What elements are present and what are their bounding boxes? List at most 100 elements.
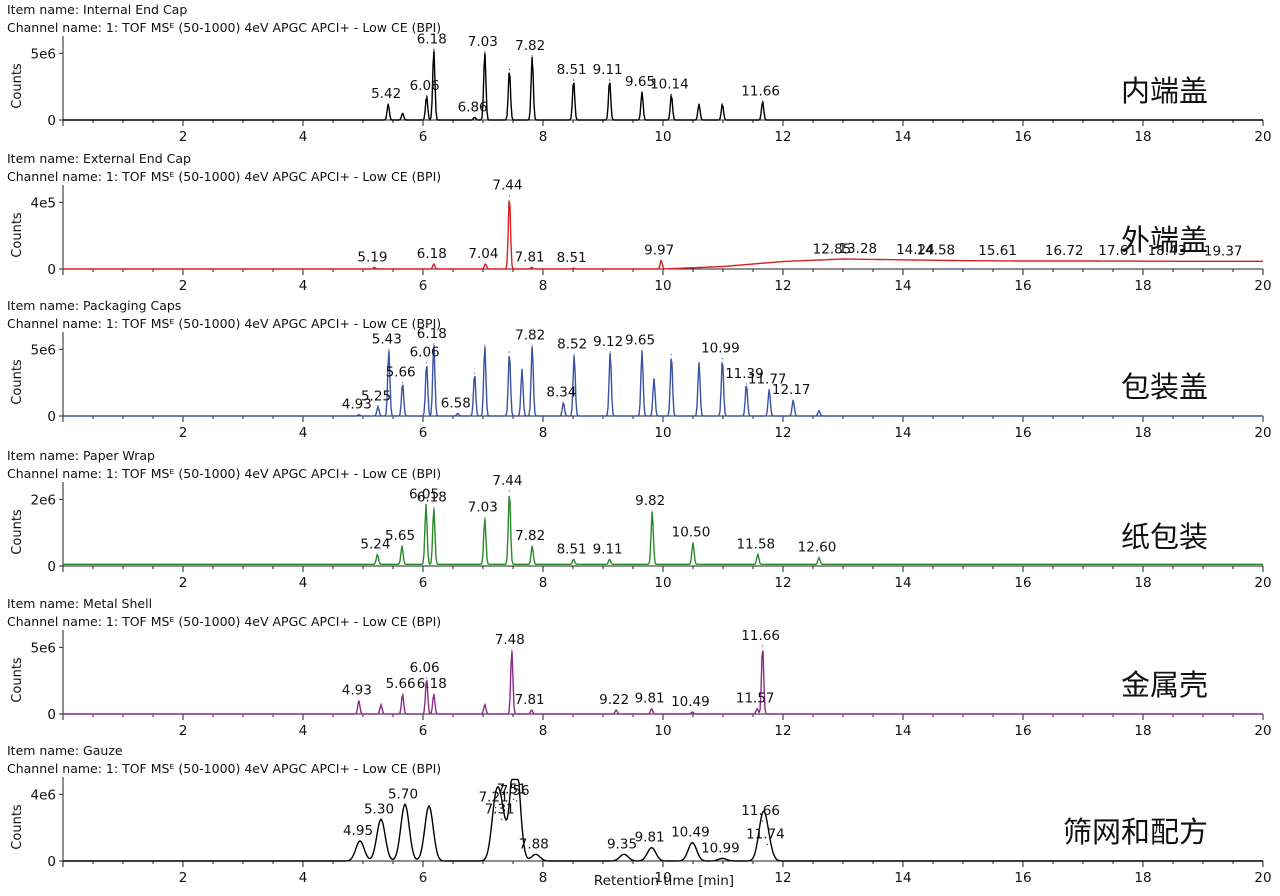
x-tick-label: 8 — [539, 575, 548, 591]
x-tick-label: 20 — [1254, 425, 1271, 441]
peak-label: 8.51 — [557, 541, 587, 557]
x-tick-label: 18 — [1134, 129, 1151, 145]
peak-label: 5.65 — [385, 528, 415, 544]
peak-label: 7.03 — [468, 34, 498, 50]
x-tick-label: 4 — [299, 723, 308, 739]
y-axis-label: Counts — [10, 359, 25, 405]
peak-label: 12.17 — [772, 382, 811, 398]
peak-label: 7.51 — [497, 781, 527, 797]
x-tick-label: 20 — [1254, 129, 1271, 145]
sample-label: 筛网和配方 — [1063, 815, 1208, 849]
x-tick-label: 12 — [774, 575, 791, 591]
item-name: Item name: Metal Shell — [7, 596, 152, 611]
peak-label: 8.51 — [557, 62, 587, 78]
peak-point — [516, 800, 518, 802]
x-tick-label: 6 — [419, 723, 428, 739]
x-tick-label: 2 — [179, 870, 188, 886]
peak-label: 7.31 — [485, 801, 515, 817]
peak-point — [573, 267, 575, 269]
trace-line — [63, 345, 1263, 418]
peak-label: 8.52 — [557, 337, 587, 353]
channel-name: Channel name: 1: TOF MSᴱ (50-1000) 4eV A… — [7, 316, 441, 331]
item-name: Item name: Packaging Caps — [7, 298, 181, 313]
peak-label: 14.58 — [916, 242, 955, 258]
peak-label: 10.50 — [672, 525, 711, 541]
peak-label: 7.48 — [495, 632, 525, 648]
x-tick-label: 14 — [894, 425, 911, 441]
y-tick-label: 0 — [47, 262, 56, 278]
peak-label: 6.18 — [417, 676, 447, 692]
x-tick-label: 20 — [1254, 278, 1271, 294]
y-tick-label: 0 — [47, 854, 56, 870]
peak-label: 9.65 — [625, 333, 655, 349]
trace-line — [63, 200, 1263, 270]
peak-point — [818, 557, 820, 559]
peak-label: 7.44 — [492, 473, 522, 489]
x-tick-label: 10 — [654, 870, 671, 886]
peak-label: 7.56 — [500, 783, 530, 799]
peak-point — [609, 351, 611, 353]
peak-label: 5.25 — [361, 389, 391, 405]
peak-label: 5.66 — [386, 676, 416, 692]
y-tick-label: 2e6 — [31, 492, 56, 508]
peak-label: 9.97 — [644, 243, 674, 259]
chromatogram-panel: Item name: Packaging Caps Channel name: 1… — [7, 298, 1272, 441]
peak-label: 9.11 — [593, 541, 623, 557]
peak-point — [433, 693, 435, 695]
x-axis-title: Retention time [min] — [594, 873, 734, 889]
peak-point — [531, 709, 533, 711]
x-tick-label: 14 — [894, 870, 911, 886]
x-tick-label: 6 — [419, 870, 428, 886]
x-tick-label: 16 — [1014, 129, 1031, 145]
peak-label: 7.21 — [479, 790, 509, 806]
peak-point — [651, 847, 653, 849]
y-tick-label: 4e6 — [31, 787, 56, 803]
peak-point — [692, 542, 694, 544]
x-tick-label: 12 — [774, 425, 791, 441]
peak-label: 6.06 — [410, 660, 440, 676]
peak-point — [651, 708, 653, 710]
peak-point — [358, 414, 360, 416]
peak-label: 5.19 — [357, 249, 387, 265]
peak-point — [721, 103, 724, 105]
peak-label: 9.35 — [607, 836, 637, 852]
peak-point — [721, 358, 724, 360]
x-tick-label: 4 — [299, 870, 308, 886]
peak-point — [433, 48, 435, 50]
x-tick-label: 20 — [1254, 575, 1271, 591]
peak-label: 6.18 — [417, 490, 447, 506]
x-tick-label: 18 — [1134, 425, 1151, 441]
peak-point — [562, 402, 565, 404]
x-tick-label: 6 — [419, 278, 428, 294]
x-tick-label: 10 — [654, 723, 671, 739]
peak-point — [402, 693, 404, 695]
peak-point — [501, 818, 503, 820]
peak-label: 9.11 — [593, 62, 623, 78]
peak-label: 17.61 — [1098, 243, 1137, 259]
x-tick-label: 4 — [299, 575, 308, 591]
peak-label: 7.82 — [515, 528, 545, 544]
peak-point — [573, 558, 575, 560]
peak-point — [651, 510, 653, 512]
peak-label: 11.66 — [741, 803, 780, 819]
peak-label: 10.99 — [701, 841, 740, 857]
peak-label: 10.14 — [650, 77, 689, 93]
x-tick-label: 6 — [419, 575, 428, 591]
peak-label: 16.72 — [1045, 243, 1084, 259]
peak-point — [698, 362, 700, 364]
peak-label: 5.30 — [364, 801, 394, 817]
peak-point — [377, 406, 379, 408]
peak-point — [508, 351, 510, 353]
x-tick-label: 10 — [654, 278, 671, 294]
x-tick-label: 16 — [1014, 870, 1031, 886]
trace-line — [63, 650, 1263, 715]
peak-point — [653, 378, 655, 380]
peak-point — [721, 857, 724, 860]
peak-point — [426, 95, 428, 97]
x-tick-label: 8 — [539, 425, 548, 441]
peak-label: 11.77 — [748, 371, 787, 387]
x-tick-label: 2 — [179, 723, 188, 739]
channel-name: Channel name: 1: TOF MSᴱ (50-1000) 4eV A… — [7, 466, 441, 481]
peak-label: 7.81 — [515, 249, 545, 265]
